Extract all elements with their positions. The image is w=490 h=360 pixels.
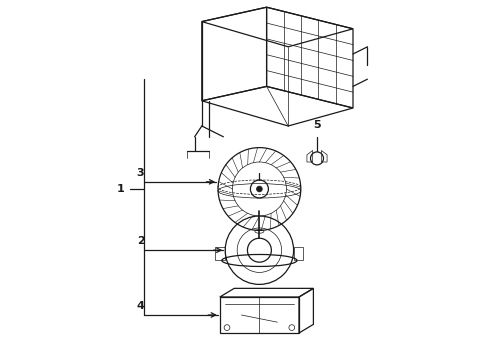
Text: 2: 2 xyxy=(137,236,145,246)
Circle shape xyxy=(257,186,262,192)
Text: 1: 1 xyxy=(117,184,124,194)
Text: 3: 3 xyxy=(137,168,145,178)
Text: 5: 5 xyxy=(313,120,321,130)
Text: 4: 4 xyxy=(137,301,145,311)
